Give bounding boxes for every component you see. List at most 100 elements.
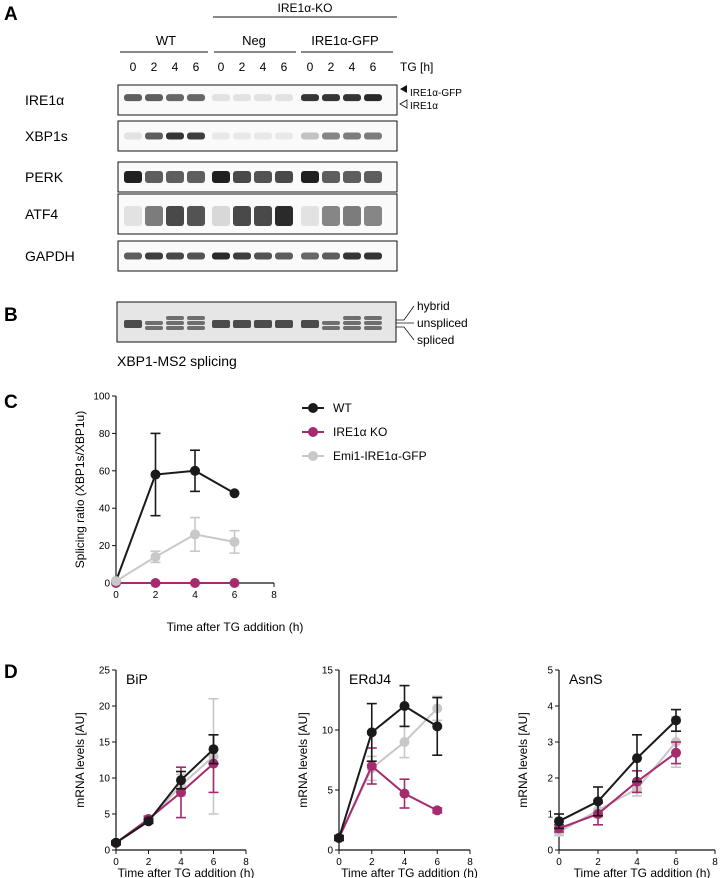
blot-band bbox=[343, 171, 361, 183]
blot-band bbox=[212, 171, 230, 183]
blot-xbp1s: XBP1s bbox=[25, 120, 398, 152]
blot-band bbox=[301, 94, 319, 102]
series-line bbox=[115, 533, 235, 582]
data-point bbox=[399, 737, 410, 747]
y-tick-label: 15 bbox=[99, 738, 111, 749]
blot-label: XBP1s bbox=[25, 128, 68, 144]
series-a52a6e bbox=[554, 741, 681, 834]
timepoint-label: 6 bbox=[281, 60, 288, 74]
blot-band bbox=[212, 252, 230, 260]
blot-band bbox=[145, 171, 163, 183]
data-point bbox=[143, 816, 154, 827]
y-tick-label: 25 bbox=[99, 666, 111, 677]
x-tick-label: 6 bbox=[211, 857, 217, 868]
blot-band bbox=[322, 171, 340, 183]
ko-header: IRE1α-KO bbox=[278, 1, 333, 15]
blot-band bbox=[275, 206, 293, 226]
blot-band bbox=[254, 94, 272, 102]
y-tick-label: 0 bbox=[104, 846, 110, 857]
chart-title: AsnS bbox=[569, 671, 602, 687]
blot-band bbox=[145, 252, 163, 260]
blot-band bbox=[124, 132, 142, 140]
data-point bbox=[671, 715, 681, 726]
tg-label: TG [h] bbox=[400, 60, 433, 74]
data-point bbox=[176, 775, 186, 786]
x-axis-label: Time after TG addition (h) bbox=[341, 866, 478, 878]
blot-band bbox=[301, 132, 319, 140]
data-point bbox=[554, 816, 564, 827]
chart-erdj4: 0 2 4 6 8 0 5 10 15 Time after TG addition (h) mRN… bbox=[296, 666, 478, 878]
x-tick-label: 8 bbox=[271, 590, 277, 601]
x-axis-label: Time after TG addition (h) bbox=[574, 866, 711, 878]
series-ire1-ko bbox=[111, 578, 240, 588]
series-line bbox=[558, 741, 677, 833]
data-point bbox=[190, 578, 200, 588]
x-tick-label: 6 bbox=[434, 857, 440, 868]
y-tick-label: 20 bbox=[99, 702, 111, 713]
blot-band bbox=[187, 252, 205, 260]
timepoint-label: 0 bbox=[218, 60, 225, 74]
series-wt bbox=[111, 432, 240, 587]
blot-band bbox=[301, 171, 319, 183]
panel-d-letter: D bbox=[4, 662, 18, 683]
legend-marker bbox=[308, 427, 318, 437]
blot-band bbox=[364, 132, 382, 140]
blot-band bbox=[343, 132, 361, 140]
y-tick-label: 1 bbox=[547, 810, 553, 821]
series-line bbox=[115, 748, 215, 844]
blot-band bbox=[124, 94, 142, 102]
gel-band bbox=[187, 321, 205, 325]
blot-band bbox=[145, 132, 163, 140]
blot-band bbox=[233, 132, 251, 140]
y-tick-label: 0 bbox=[547, 846, 553, 857]
blot-band bbox=[212, 132, 230, 140]
data-point bbox=[229, 578, 240, 588]
data-point bbox=[150, 578, 161, 588]
data-point bbox=[671, 747, 681, 758]
blot-band bbox=[322, 252, 340, 260]
x-tick-label: 8 bbox=[243, 857, 249, 868]
data-point bbox=[399, 788, 410, 799]
blot-band bbox=[322, 132, 340, 140]
blot-band bbox=[187, 94, 205, 102]
western-blots: IRE1α XBP1s PERK ATF4 GAPDH bbox=[25, 84, 398, 272]
gel-band bbox=[364, 321, 382, 325]
gel-band bbox=[343, 326, 361, 330]
x-tick-label: 4 bbox=[634, 857, 640, 868]
x-tick-label: 4 bbox=[192, 590, 198, 601]
timepoint-label: 0 bbox=[307, 60, 314, 74]
blot-band bbox=[187, 206, 205, 226]
x-tick-label: 2 bbox=[369, 857, 375, 868]
gel-band bbox=[187, 316, 205, 320]
filled-arrow-icon bbox=[400, 85, 407, 93]
y-tick-label: 10 bbox=[322, 726, 334, 737]
blot-band bbox=[166, 206, 184, 226]
gel-band bbox=[322, 321, 340, 325]
gel-band bbox=[364, 316, 382, 320]
panel-c-letter: C bbox=[4, 392, 18, 413]
gel-band bbox=[254, 320, 272, 328]
data-point bbox=[208, 744, 219, 755]
data-point bbox=[150, 551, 161, 562]
band-label-hybrid: hybrid bbox=[417, 299, 450, 313]
blot-band bbox=[233, 94, 251, 102]
blot-band bbox=[254, 252, 272, 260]
panel-b-letter: B bbox=[4, 305, 18, 326]
y-axis-label: Splicing ratio (XBP1s/XBP1u) bbox=[73, 411, 87, 568]
x-tick-label: 8 bbox=[467, 857, 473, 868]
x-tick-label: 0 bbox=[113, 857, 119, 868]
series-a52a6e bbox=[111, 733, 219, 848]
timepoint-label: 2 bbox=[239, 60, 246, 74]
legend-label: WT bbox=[333, 401, 352, 415]
y-axis-label: mRNA levels [AU] bbox=[516, 712, 530, 807]
chart-title: BiP bbox=[126, 671, 148, 687]
data-point bbox=[190, 529, 200, 540]
x-tick-label: 6 bbox=[673, 857, 679, 868]
timepoint-label: 4 bbox=[349, 60, 356, 74]
data-point bbox=[111, 576, 121, 587]
x-axis-label: Time after TG addition (h) bbox=[118, 866, 255, 878]
blot-band bbox=[166, 171, 184, 183]
blot-band bbox=[212, 206, 230, 226]
